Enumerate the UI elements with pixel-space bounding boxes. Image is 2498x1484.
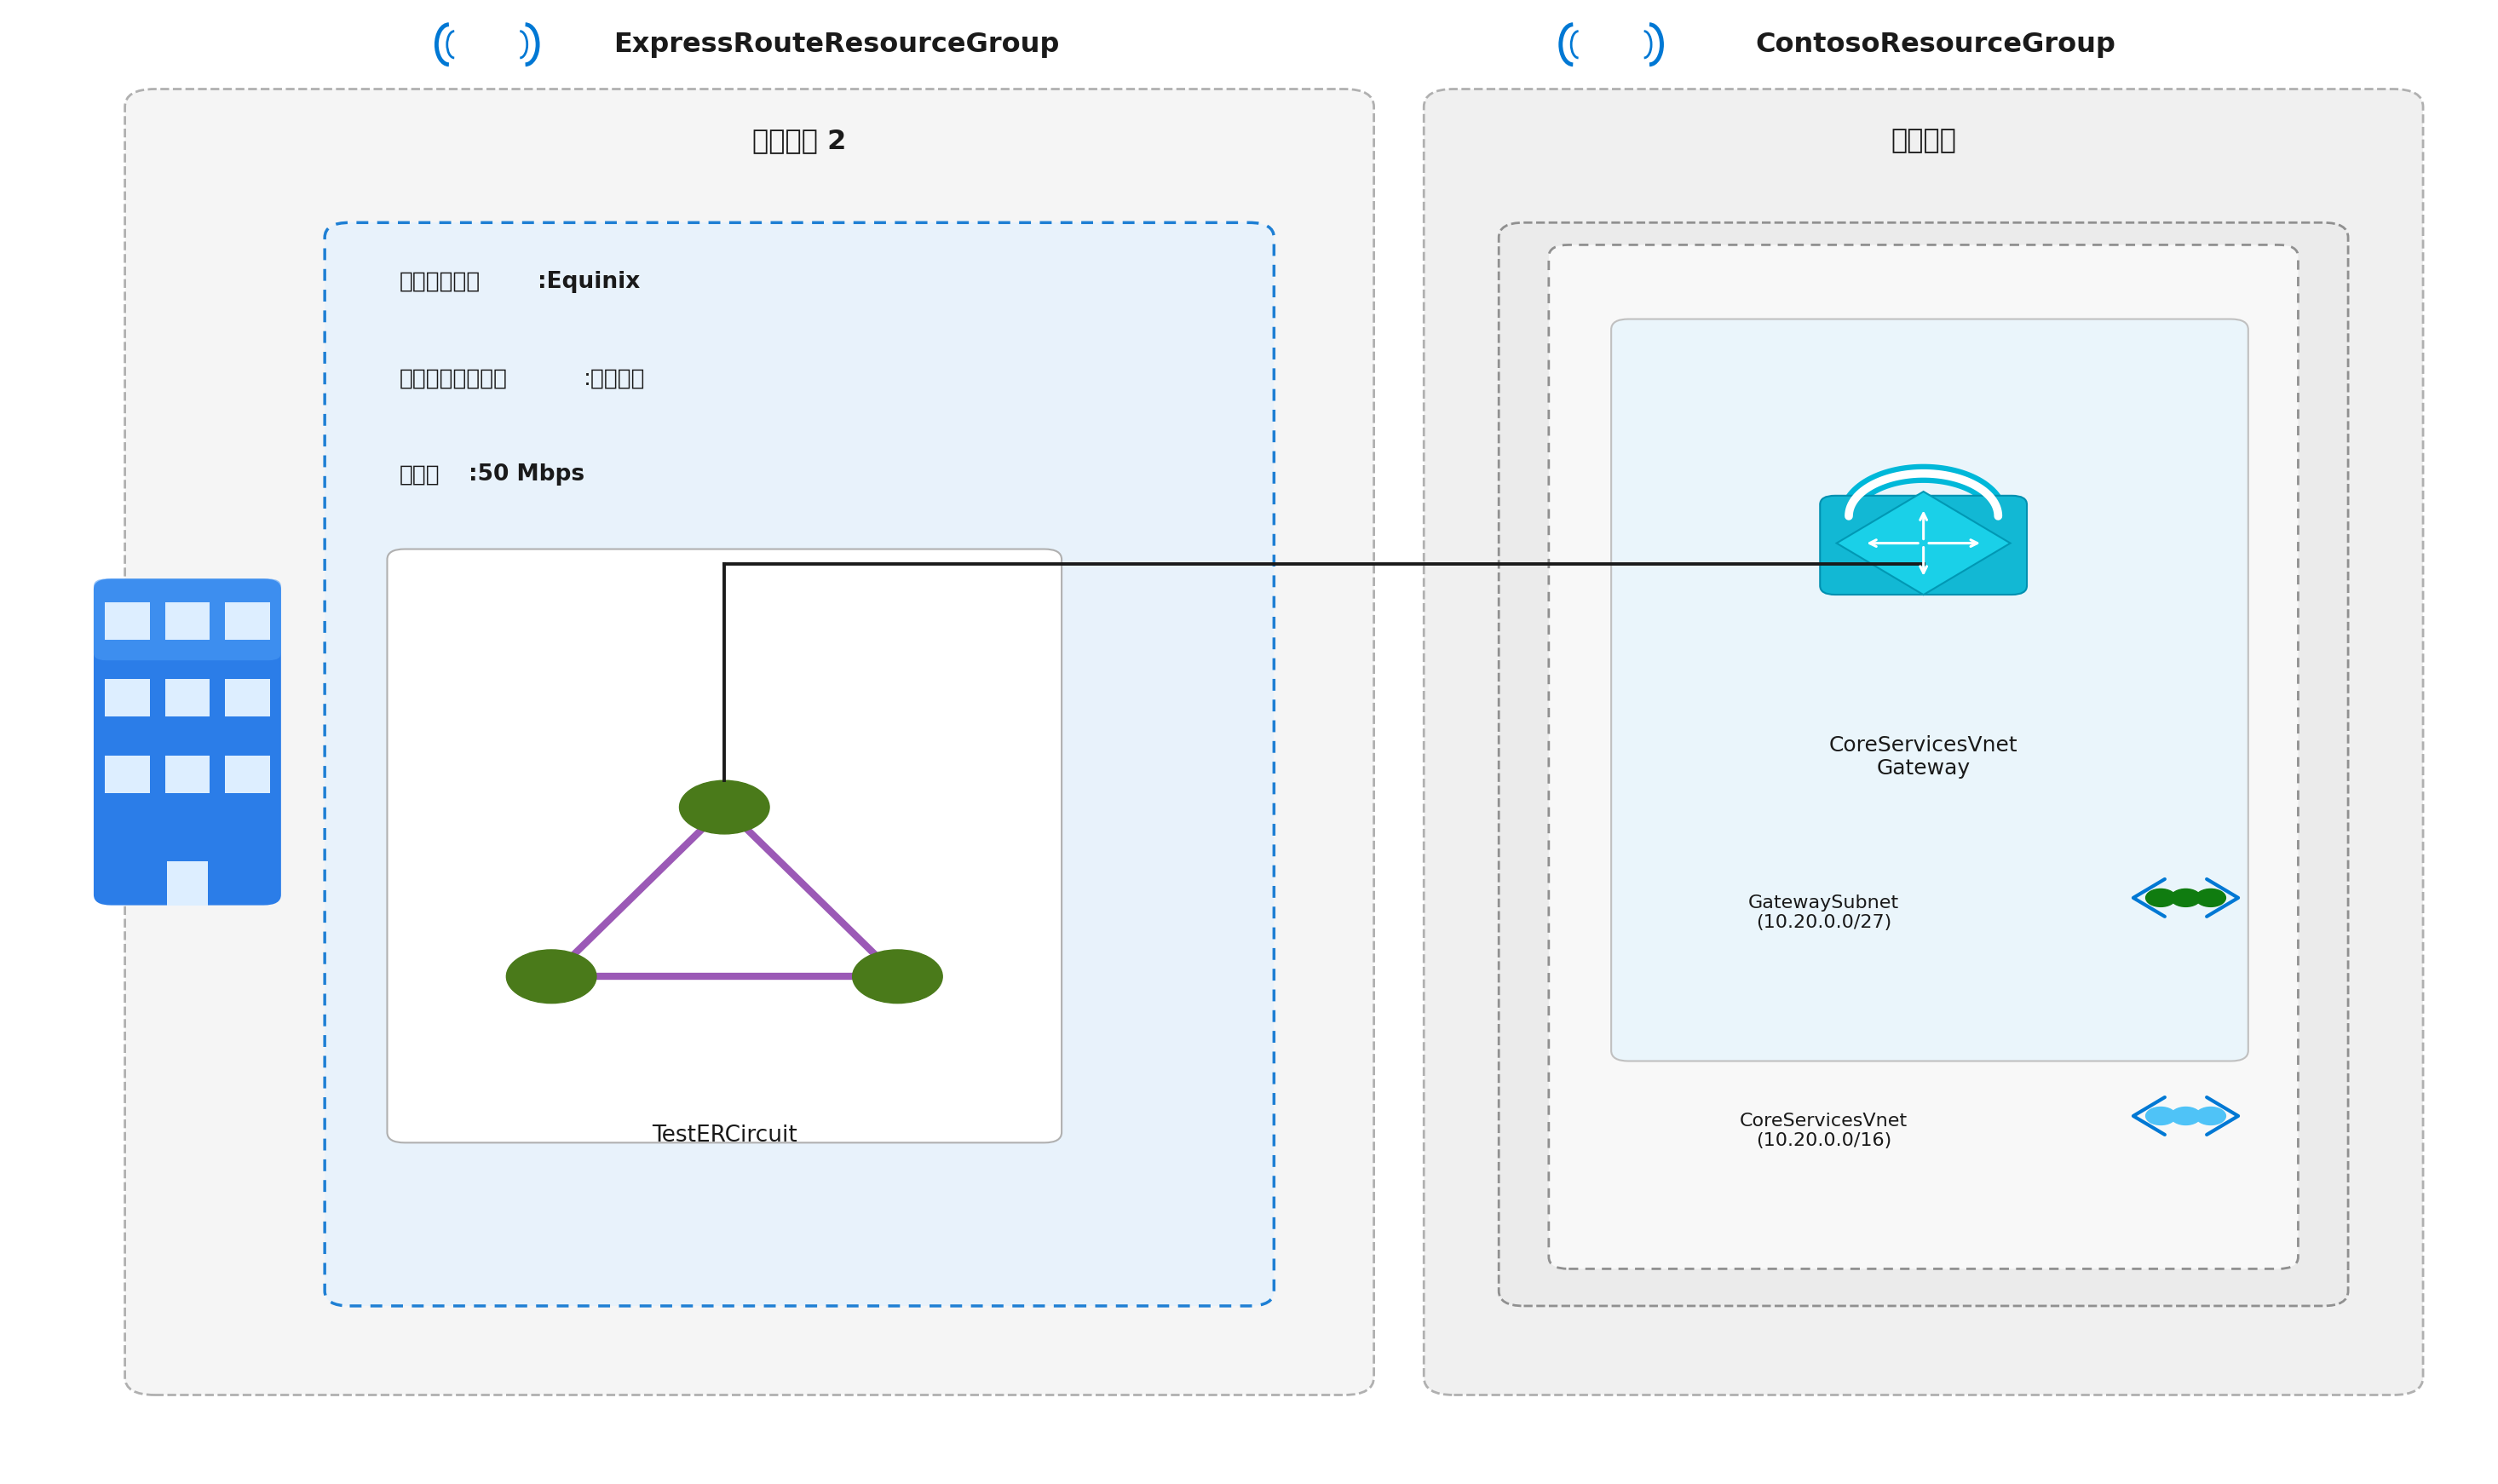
- Text: ExpressRouteResourceGroup: ExpressRouteResourceGroup: [615, 31, 1059, 58]
- Bar: [105, 755, 150, 794]
- Circle shape: [679, 781, 769, 834]
- FancyBboxPatch shape: [1499, 223, 2348, 1306]
- Bar: [105, 680, 150, 717]
- Text: 米国東部: 米国東部: [1891, 128, 1956, 154]
- Text: CoreServicesVnet
Gateway: CoreServicesVnet Gateway: [1829, 735, 2018, 779]
- Text: :シアトル: :シアトル: [585, 368, 644, 389]
- Text: ピアリングの場所: ピアリングの場所: [400, 368, 507, 389]
- FancyBboxPatch shape: [95, 579, 280, 660]
- Text: :Equinix: :Equinix: [537, 272, 639, 292]
- FancyBboxPatch shape: [387, 549, 1062, 1143]
- Circle shape: [2171, 1107, 2201, 1125]
- Text: CoreServicesVnet
(10.20.0.0/16): CoreServicesVnet (10.20.0.0/16): [1739, 1113, 1908, 1149]
- Text: ContosoResourceGroup: ContosoResourceGroup: [1756, 31, 2116, 58]
- Circle shape: [852, 950, 942, 1003]
- Text: :50 Mbps: :50 Mbps: [470, 464, 585, 485]
- Text: 帯域幅: 帯域幅: [400, 464, 440, 485]
- Polygon shape: [1836, 491, 2011, 595]
- Text: TestERCircuit: TestERCircuit: [652, 1125, 797, 1146]
- FancyBboxPatch shape: [95, 579, 280, 905]
- FancyBboxPatch shape: [1549, 245, 2298, 1269]
- Circle shape: [2146, 889, 2176, 907]
- Circle shape: [507, 950, 597, 1003]
- FancyBboxPatch shape: [325, 223, 1274, 1306]
- Bar: [165, 680, 210, 717]
- Text: GatewaySubnet
(10.20.0.0/27): GatewaySubnet (10.20.0.0/27): [1749, 895, 1898, 930]
- Bar: [165, 755, 210, 794]
- Text: プロバイダー: プロバイダー: [400, 272, 480, 292]
- Circle shape: [2171, 889, 2201, 907]
- Circle shape: [2196, 1107, 2226, 1125]
- Bar: [225, 603, 270, 640]
- FancyBboxPatch shape: [125, 89, 1374, 1395]
- Bar: [105, 603, 150, 640]
- Bar: [225, 755, 270, 794]
- FancyBboxPatch shape: [1821, 496, 2026, 595]
- FancyBboxPatch shape: [1611, 319, 2248, 1061]
- Text: 米国東部 2: 米国東部 2: [752, 128, 847, 154]
- Bar: [165, 603, 210, 640]
- FancyBboxPatch shape: [1424, 89, 2423, 1395]
- Circle shape: [2196, 889, 2226, 907]
- Circle shape: [2146, 1107, 2176, 1125]
- Bar: [225, 680, 270, 717]
- Bar: [167, 861, 207, 905]
